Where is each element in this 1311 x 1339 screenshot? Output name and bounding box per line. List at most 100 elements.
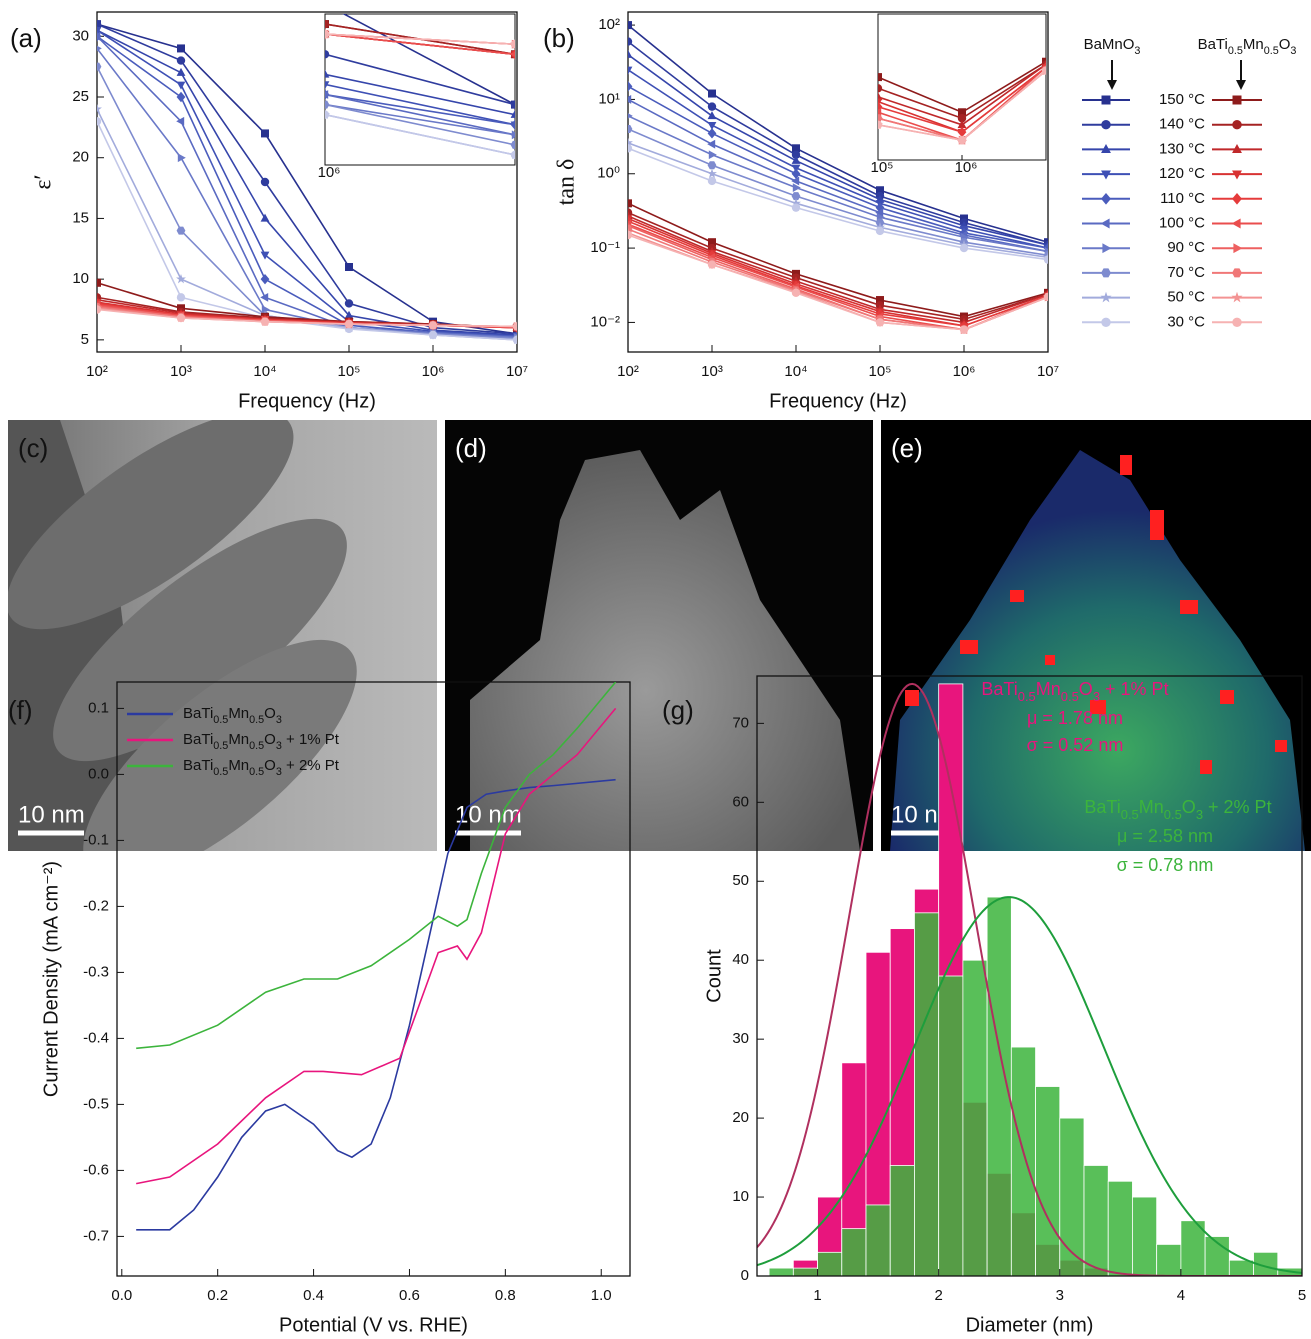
- y-tick-label: 5: [81, 331, 89, 348]
- marker: [707, 121, 717, 130]
- marker: [176, 91, 186, 103]
- marker: [791, 176, 800, 186]
- panel-label: (d): [455, 433, 487, 463]
- marker: [325, 100, 330, 109]
- series-line: [628, 202, 1048, 318]
- marker: [260, 177, 270, 187]
- marker: [1041, 66, 1046, 75]
- bar: [1228, 1259, 1254, 1276]
- x-tick-label: 0.2: [207, 1287, 228, 1304]
- bar: [1083, 1165, 1109, 1276]
- x-tick-label: 10⁵: [869, 363, 892, 380]
- marker: [790, 42, 799, 52]
- x-tick-label: 1: [813, 1287, 821, 1304]
- series-line: [325, 73, 515, 116]
- bar: [1010, 1046, 1036, 1276]
- marker: [325, 19, 330, 29]
- series-line: [878, 66, 1046, 133]
- marker: [790, 17, 798, 25]
- series-line: [628, 69, 1048, 249]
- marker: [1231, 291, 1243, 303]
- marker: [1232, 95, 1242, 105]
- y-tick-label: -0.5: [83, 1095, 109, 1112]
- marker: [878, 114, 883, 123]
- marker: [510, 100, 515, 109]
- marker: [512, 335, 517, 345]
- marker: [97, 278, 101, 287]
- marker: [1100, 291, 1112, 303]
- marker: [791, 50, 799, 59]
- marker: [97, 19, 102, 29]
- marker: [325, 69, 330, 78]
- marker: [875, 208, 884, 218]
- marker: [130, 20, 138, 29]
- y-tick-label: -0.4: [83, 1029, 109, 1046]
- marker: [628, 95, 632, 104]
- legend-arrow-head: [1107, 80, 1117, 90]
- marker: [707, 111, 717, 120]
- y-tick-label: 10¹: [598, 90, 620, 107]
- marker: [325, 50, 330, 59]
- marker: [97, 62, 102, 71]
- marker: [130, 19, 140, 28]
- series-line: [628, 40, 1048, 246]
- marker: [1100, 218, 1110, 229]
- y-tick-label: -0.1: [83, 831, 109, 848]
- marker: [260, 292, 269, 302]
- panel-label: (a): [10, 23, 42, 53]
- series-line: [325, 23, 515, 56]
- marker: [176, 81, 186, 90]
- bar: [1253, 1251, 1279, 1276]
- marker: [1232, 119, 1242, 130]
- series-line: [97, 35, 517, 339]
- bar: [841, 1228, 867, 1276]
- marker: [708, 150, 717, 160]
- marker: [131, 20, 139, 28]
- series-line: [628, 128, 1048, 257]
- y-tick-label: 50: [732, 872, 749, 889]
- marker: [876, 186, 884, 195]
- marker: [875, 226, 885, 236]
- bar: [1156, 1244, 1182, 1276]
- x-tick-label: 10³: [170, 363, 192, 380]
- marker: [325, 81, 330, 90]
- x-tick-label: 0.6: [399, 1287, 420, 1304]
- x-tick-label: 4: [1177, 1287, 1185, 1304]
- marker: [176, 273, 186, 284]
- legend-arrow-head: [1236, 80, 1246, 90]
- series-line: [325, 93, 515, 126]
- marker: [510, 51, 515, 57]
- marker: [791, 198, 801, 208]
- y-tick-label: -0.2: [83, 897, 109, 914]
- marker: [790, 25, 798, 33]
- y-tick-label: 0: [741, 1267, 749, 1284]
- series-line: [325, 103, 515, 146]
- marker: [791, 155, 801, 164]
- series-line: [97, 29, 517, 338]
- tem-image: [8, 420, 437, 851]
- series-line: [628, 215, 1048, 324]
- marker: [707, 176, 717, 186]
- x-tick-label: 10³: [701, 363, 723, 380]
- y-tick-label: -0.7: [83, 1227, 109, 1244]
- marker: [97, 31, 101, 41]
- bar: [865, 1204, 891, 1276]
- marker: [792, 183, 801, 193]
- y-axis-label: Current Density (mA cm⁻²): [40, 861, 62, 1097]
- marker: [131, 9, 140, 19]
- marker: [1043, 292, 1048, 302]
- marker: [708, 238, 716, 247]
- marker: [628, 113, 633, 119]
- marker: [1101, 268, 1111, 278]
- legend-label: 100 °C: [1159, 214, 1205, 231]
- bar: [1035, 1086, 1061, 1276]
- marker: [325, 110, 330, 119]
- series-line: [136, 682, 617, 1050]
- marker: [176, 313, 186, 323]
- marker: [345, 263, 353, 271]
- legend-label: 130 °C: [1159, 140, 1205, 157]
- marker: [176, 56, 186, 65]
- marker: [97, 305, 102, 314]
- x-tick-label: 5: [1298, 1287, 1306, 1304]
- series-line: [97, 23, 517, 335]
